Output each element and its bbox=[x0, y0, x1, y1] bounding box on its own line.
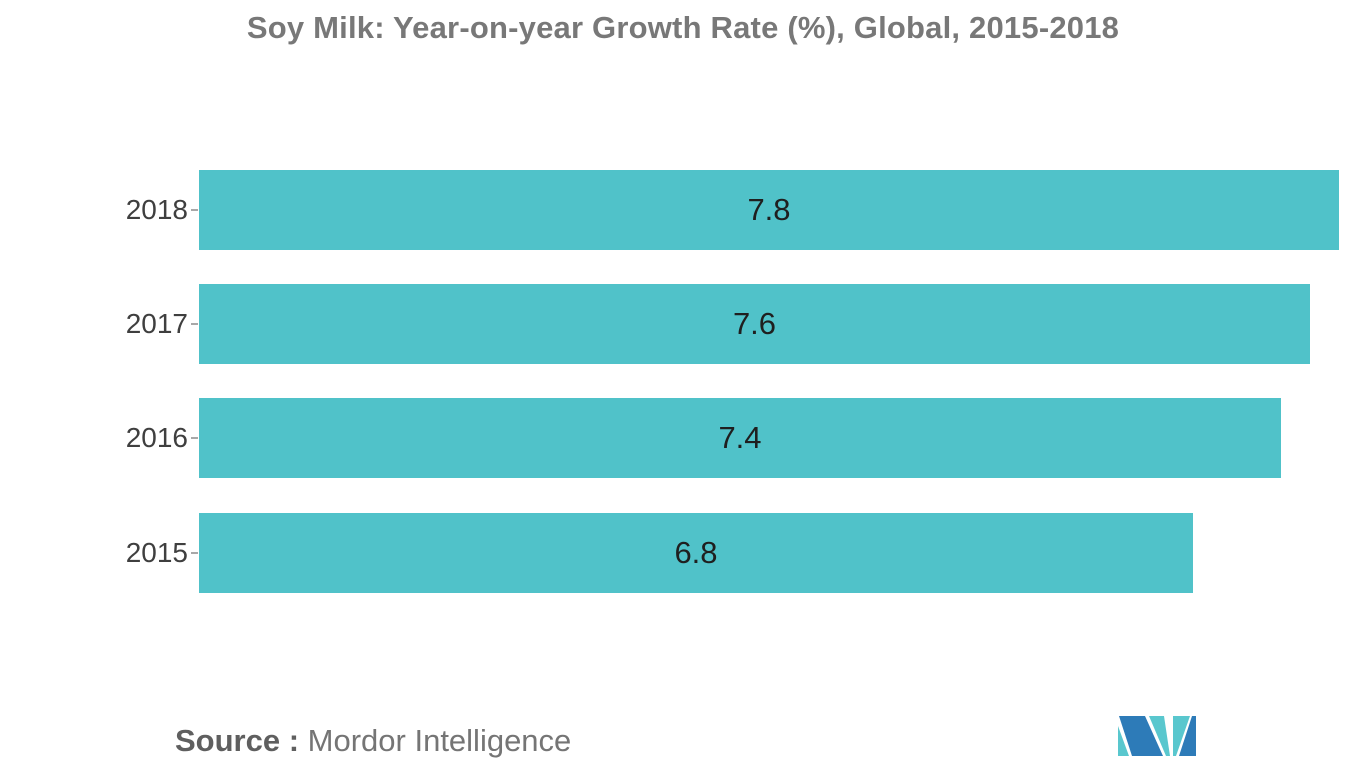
value-label-2018: 7.8 bbox=[747, 192, 791, 227]
bar-row-2018: 2018 7.8 bbox=[0, 170, 1366, 250]
logo-teal-right-quad bbox=[1173, 716, 1190, 756]
bar-2015: 6.8 bbox=[199, 513, 1193, 593]
logo-blue-band bbox=[1119, 716, 1163, 756]
bar-row-2017: 2017 7.6 bbox=[0, 284, 1366, 364]
axis-tick bbox=[191, 437, 198, 439]
category-label-2016: 2016 bbox=[125, 422, 188, 453]
chart-title: Soy Milk: Year-on-year Growth Rate (%), … bbox=[246, 10, 1120, 45]
axis-tick bbox=[191, 209, 198, 211]
category-label-2015: 2015 bbox=[125, 537, 188, 568]
mordor-intelligence-logo bbox=[1118, 716, 1196, 756]
source-name: Mordor Intelligence bbox=[307, 723, 572, 758]
axis-tick bbox=[191, 552, 198, 554]
value-label-2015: 6.8 bbox=[674, 535, 718, 570]
category-label-2018: 2018 bbox=[125, 194, 188, 225]
logo-teal-wedge bbox=[1118, 726, 1129, 756]
bar-2018: 7.8 bbox=[199, 170, 1339, 250]
bar-row-2016: 2016 7.4 bbox=[0, 398, 1366, 478]
value-label-2017: 7.6 bbox=[732, 306, 777, 341]
logo-teal-parallelogram bbox=[1149, 716, 1170, 756]
bar-2016: 7.4 bbox=[199, 398, 1281, 478]
source-label: Source : bbox=[175, 723, 308, 758]
value-label-2016: 7.4 bbox=[718, 420, 762, 455]
logo-blue-right-triangle bbox=[1179, 716, 1196, 756]
category-label-2017: 2017 bbox=[125, 308, 188, 339]
bar-row-2015: 2015 6.8 bbox=[0, 513, 1366, 593]
axis-tick bbox=[191, 323, 198, 325]
source-line: Source : Mordor Intelligence bbox=[175, 722, 571, 760]
bar-2017: 7.6 bbox=[199, 284, 1310, 364]
